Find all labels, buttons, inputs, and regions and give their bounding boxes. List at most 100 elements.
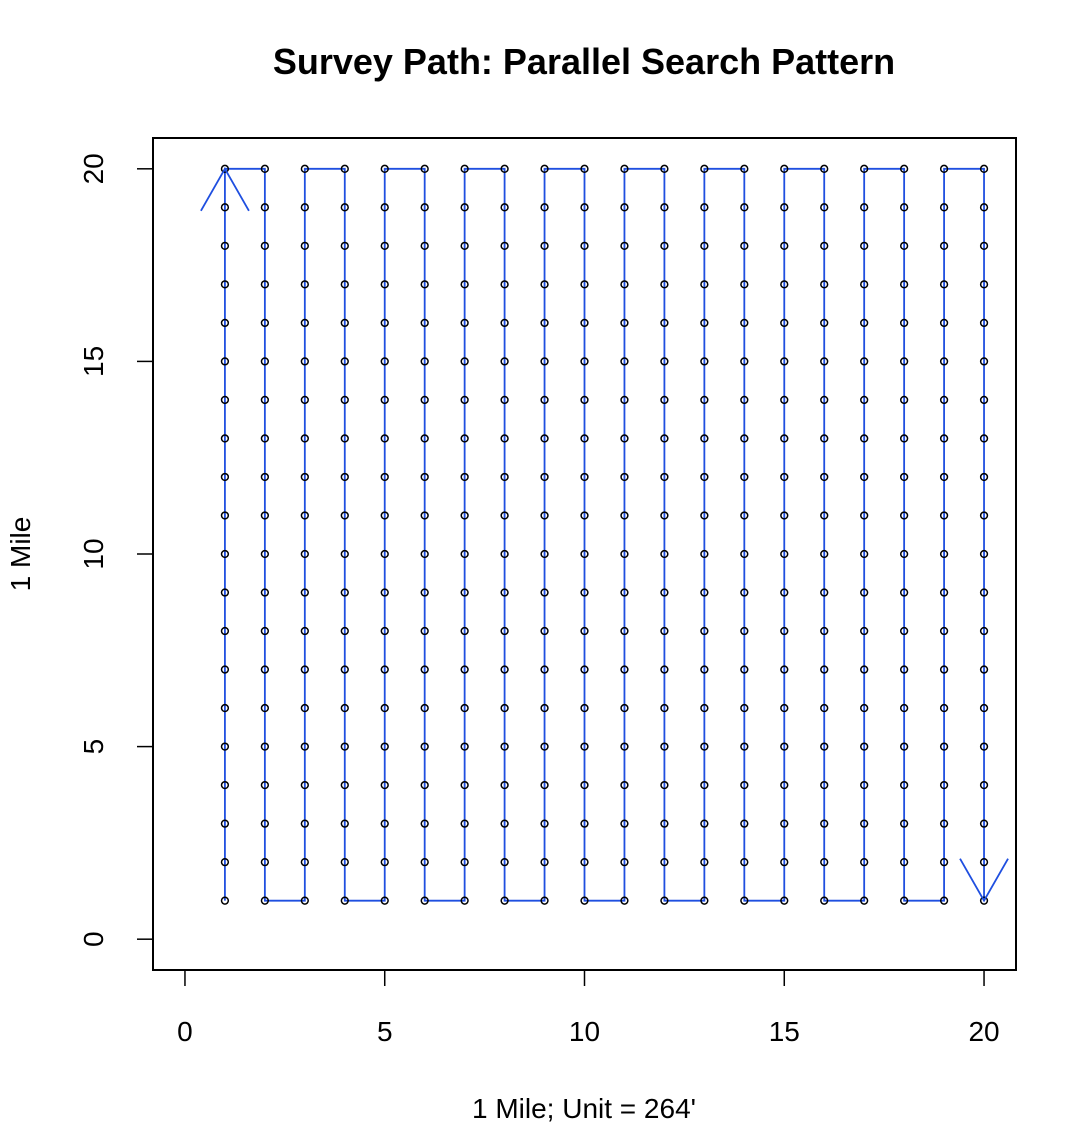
survey-point — [340, 780, 349, 790]
survey-point — [340, 164, 349, 173]
survey-point — [780, 819, 789, 828]
survey-point — [979, 665, 989, 674]
survey-point — [740, 472, 749, 482]
survey-point — [700, 357, 709, 366]
survey-point — [300, 434, 309, 443]
survey-point — [540, 511, 549, 520]
survey-point — [220, 665, 230, 674]
survey-point — [380, 588, 389, 597]
survey-point — [899, 780, 909, 790]
survey-point — [620, 434, 629, 443]
x-tick-label: 0 — [177, 1016, 193, 1047]
survey-point — [660, 665, 669, 674]
survey-point — [820, 472, 829, 482]
survey-point — [340, 395, 349, 405]
survey-point — [979, 318, 989, 328]
survey-point — [820, 395, 829, 405]
survey-point — [899, 742, 909, 751]
survey-point — [700, 626, 709, 636]
survey-point — [899, 857, 909, 867]
survey-point — [580, 742, 589, 751]
survey-point — [740, 819, 749, 828]
survey-point — [500, 703, 509, 713]
survey-point — [460, 857, 469, 867]
survey-point — [939, 626, 949, 636]
survey-point — [420, 626, 429, 636]
survey-point — [540, 819, 549, 828]
survey-point — [899, 896, 909, 905]
survey-point — [220, 857, 230, 867]
survey-point — [260, 434, 270, 443]
survey-point — [300, 780, 309, 790]
survey-point — [260, 780, 270, 790]
survey-point — [979, 780, 989, 790]
survey-point — [420, 780, 429, 790]
arrow-head-up — [200, 167, 250, 212]
survey-point — [979, 357, 989, 366]
survey-point — [540, 626, 549, 636]
survey-point — [620, 588, 629, 597]
survey-point — [220, 241, 230, 251]
survey-point — [540, 857, 549, 867]
survey-point — [340, 472, 349, 482]
survey-point — [899, 472, 909, 482]
survey-point — [860, 203, 869, 212]
survey-point — [220, 626, 230, 636]
survey-point — [660, 549, 669, 559]
survey-point — [899, 665, 909, 674]
survey-point — [620, 549, 629, 559]
survey-point — [660, 395, 669, 405]
survey-point — [340, 857, 349, 867]
survey-point — [899, 626, 909, 636]
survey-point — [860, 472, 869, 482]
survey-point — [300, 665, 309, 674]
survey-point — [420, 203, 429, 212]
survey-point — [540, 665, 549, 674]
survey-point — [300, 280, 309, 289]
survey-point — [700, 280, 709, 289]
survey-point — [860, 703, 869, 713]
survey-point — [660, 203, 669, 212]
survey-point — [460, 395, 469, 405]
survey-point — [820, 819, 829, 828]
survey-point — [780, 549, 789, 559]
survey-point — [620, 857, 629, 867]
survey-point — [620, 472, 629, 482]
survey-point — [899, 588, 909, 597]
survey-point — [580, 164, 589, 173]
survey-point — [620, 395, 629, 405]
survey-point — [380, 357, 389, 366]
survey-point — [860, 549, 869, 559]
survey-point — [380, 203, 389, 212]
x-axis: 0 5 10 15 20 — [177, 969, 1000, 1047]
survey-point — [620, 703, 629, 713]
survey-point — [500, 665, 509, 674]
survey-point — [460, 626, 469, 636]
survey-point — [580, 588, 589, 597]
survey-point — [580, 511, 589, 520]
survey-point — [500, 280, 509, 289]
survey-point — [380, 472, 389, 482]
survey-point — [460, 357, 469, 366]
survey-point — [340, 357, 349, 366]
survey-point — [780, 588, 789, 597]
survey-point — [500, 241, 509, 251]
survey-point — [500, 819, 509, 828]
survey-point — [260, 549, 270, 559]
survey-point — [780, 511, 789, 520]
survey-point — [300, 318, 309, 328]
y-tick-label: 15 — [78, 346, 109, 377]
survey-point — [260, 318, 270, 328]
survey-point — [939, 164, 949, 173]
survey-point — [420, 819, 429, 828]
survey-point — [620, 665, 629, 674]
survey-point — [939, 742, 949, 751]
survey-point — [220, 819, 230, 828]
survey-point — [300, 357, 309, 366]
path-layer — [224, 167, 985, 902]
arrow-head-down — [959, 858, 1009, 903]
survey-point — [860, 511, 869, 520]
survey-point — [220, 472, 230, 482]
y-tick-label: 0 — [78, 931, 109, 947]
survey-point — [979, 434, 989, 443]
